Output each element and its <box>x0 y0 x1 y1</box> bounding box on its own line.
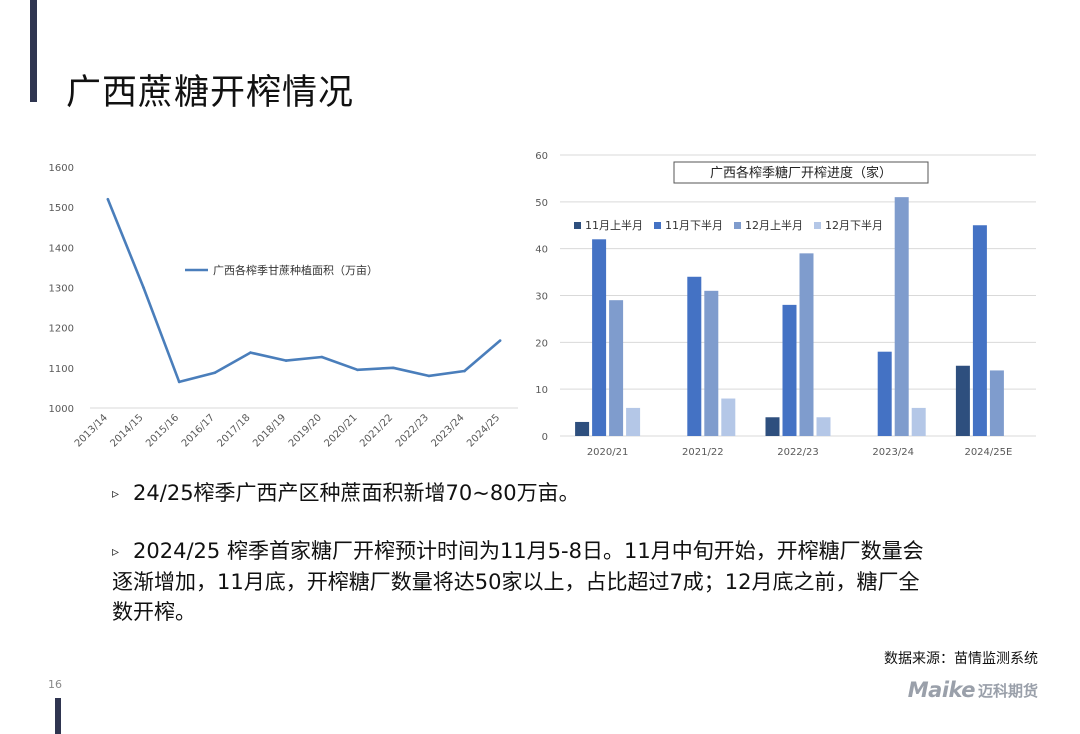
bullet-marker: ▹ <box>112 486 120 502</box>
bar <box>782 304 797 436</box>
x-tick-label: 2019/20 <box>287 412 324 449</box>
x-tick-label: 2023/24 <box>872 447 914 458</box>
page-title: 广西蔗糖开榨情况 <box>66 73 355 113</box>
page-number: 16 <box>48 678 62 691</box>
bar <box>877 351 892 436</box>
y-tick-label: 1100 <box>49 364 74 375</box>
legend-label: 12月下半月 <box>825 218 883 232</box>
x-tick-label: 2016/17 <box>180 412 217 449</box>
data-point <box>142 286 145 289</box>
legend-swatch <box>814 222 821 229</box>
y-tick-label: 50 <box>535 198 548 209</box>
bar <box>721 398 736 436</box>
bottom-accent-bar <box>55 698 61 734</box>
data-point <box>106 197 110 201</box>
data-source-note: 数据来源：苗情监测系统 <box>884 651 1038 667</box>
x-tick-label: 2024/25 <box>465 412 502 449</box>
legend-label: 12月上半月 <box>745 218 803 232</box>
chart-title: 广西各榨季糖厂开榨进度（家） <box>710 165 892 181</box>
bullet-point-2: ▹ 2024/25 榨季首家糖厂开榨预计时间为11月5-8日。11月中旬开始，开榨… <box>112 536 932 627</box>
x-tick-label: 2023/24 <box>429 412 466 449</box>
x-tick-label: 2022/23 <box>777 447 819 458</box>
data-point <box>213 371 217 374</box>
legend-label: 11月上半月 <box>585 218 643 232</box>
data-point <box>498 339 502 342</box>
y-tick-label: 0 <box>542 432 548 443</box>
bar <box>911 407 926 436</box>
x-tick-label: 2018/19 <box>251 412 288 449</box>
y-tick-label: 1200 <box>49 324 74 335</box>
y-tick-label: 1600 <box>49 163 74 174</box>
bullet-marker: ▹ <box>112 544 120 560</box>
bar <box>687 276 702 436</box>
planting-area-line-chart: 1000 1100 1200 1300 1400 1500 1600 2013/14 2014/… <box>40 150 530 465</box>
top-accent-bar <box>30 0 37 102</box>
bar <box>626 407 641 436</box>
legend-swatch <box>574 222 581 229</box>
data-point <box>249 351 252 354</box>
bullet-point-1: ▹ 24/25榨季广西产区种蔗面积新增70~80万亩。 <box>112 478 932 509</box>
y-tick-label: 20 <box>535 338 548 349</box>
data-point <box>320 355 324 359</box>
data-point <box>391 366 395 370</box>
bar <box>575 421 590 436</box>
bar <box>592 239 607 436</box>
bar <box>799 253 814 436</box>
y-tick-label: 1300 <box>49 284 74 295</box>
x-tick-label: 2013/14 <box>73 412 110 449</box>
legend-label: 广西各榨季甘蔗种植面积（万亩） <box>213 263 378 277</box>
bar <box>704 290 719 436</box>
x-tick-label: 2020/21 <box>322 412 359 449</box>
series-line <box>106 198 502 384</box>
x-tick-label: 2015/16 <box>144 412 181 449</box>
y-tick-label: 40 <box>535 245 548 256</box>
x-tick-label: 2014/15 <box>108 412 145 449</box>
legend-swatch <box>734 222 741 229</box>
x-tick-label: 2021/22 <box>682 447 724 458</box>
legend-swatch <box>654 222 661 229</box>
logo-wordmark: Maike <box>907 678 976 702</box>
y-tick-label: 1400 <box>49 243 74 254</box>
data-point <box>284 359 288 362</box>
data-point <box>427 374 431 378</box>
data-point <box>177 380 181 384</box>
y-tick-label: 30 <box>535 292 548 303</box>
logo-chinese-name: 迈科期货 <box>977 681 1038 700</box>
chart-title-box <box>673 161 929 184</box>
x-tick-label: 2022/23 <box>394 412 431 449</box>
legend-label: 11月下半月 <box>665 218 723 232</box>
bar <box>894 197 909 436</box>
maike-logo: Maike 迈科期货 <box>908 676 1038 704</box>
bar <box>989 370 1004 436</box>
y-tick-label: 1500 <box>49 203 74 214</box>
y-tick-label: 10 <box>535 385 548 396</box>
x-tick-label: 2017/18 <box>215 412 252 449</box>
x-tick-label: 2021/22 <box>358 412 395 449</box>
data-point <box>356 368 359 372</box>
bullet-text-2: 2024/25 榨季首家糖厂开榨预计时间为11月5-8日。11月中旬开始，开榨糖… <box>112 539 924 624</box>
bar <box>765 417 780 436</box>
y-tick-label: 60 <box>535 151 548 162</box>
bar <box>816 417 831 436</box>
x-tick-label: 2020/21 <box>587 447 629 458</box>
bar <box>609 300 624 436</box>
bullet-text-1: 24/25榨季广西产区种蔗面积新增70~80万亩。 <box>133 481 580 505</box>
crushing-progress-bar-chart: 0 10 20 30 40 50 60 2020/21 2021/22 2022/23 2023/2… <box>522 140 1042 465</box>
y-tick-label: 1000 <box>49 404 74 415</box>
x-tick-label: 2024/25E <box>964 447 1012 458</box>
bar <box>955 365 970 436</box>
bar <box>972 225 987 436</box>
data-point <box>463 369 466 373</box>
